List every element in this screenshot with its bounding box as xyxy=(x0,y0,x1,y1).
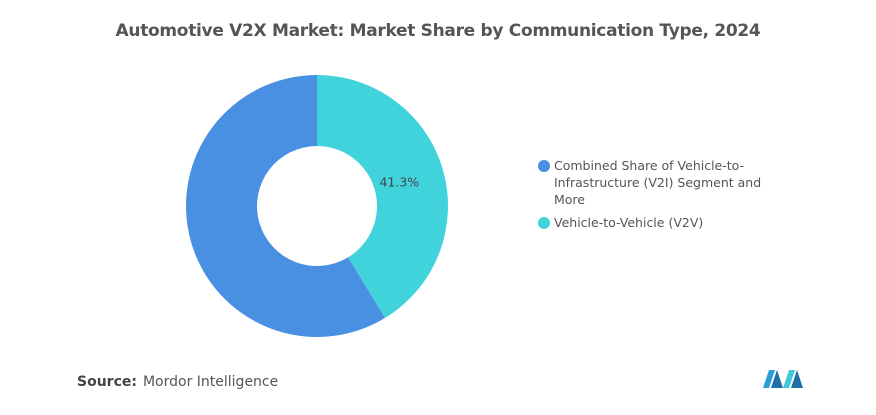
source-text: Mordor Intelligence xyxy=(142,374,279,390)
legend-item: Vehicle-to-Vehicle (V2V) xyxy=(538,214,808,231)
legend-marker xyxy=(538,160,550,172)
legend-marker xyxy=(538,217,550,229)
donut-slice xyxy=(185,75,386,337)
source-label: Source: xyxy=(77,374,137,390)
logo xyxy=(763,370,803,388)
donut-slice xyxy=(317,75,448,318)
data-label: 41.3% xyxy=(379,174,419,189)
source: Source: Mordor Intelligence xyxy=(77,374,278,390)
chart-title: Automotive V2X Market: Market Share by C… xyxy=(115,21,761,41)
legend-item: Combined Share of Vehicle-to-Infrastruct… xyxy=(538,157,808,208)
legend: Combined Share of Vehicle-to-Infrastruct… xyxy=(538,157,808,237)
legend-label: Combined Share of Vehicle-to-Infrastruct… xyxy=(554,158,762,207)
legend-label: Vehicle-to-Vehicle (V2V) xyxy=(554,215,704,230)
